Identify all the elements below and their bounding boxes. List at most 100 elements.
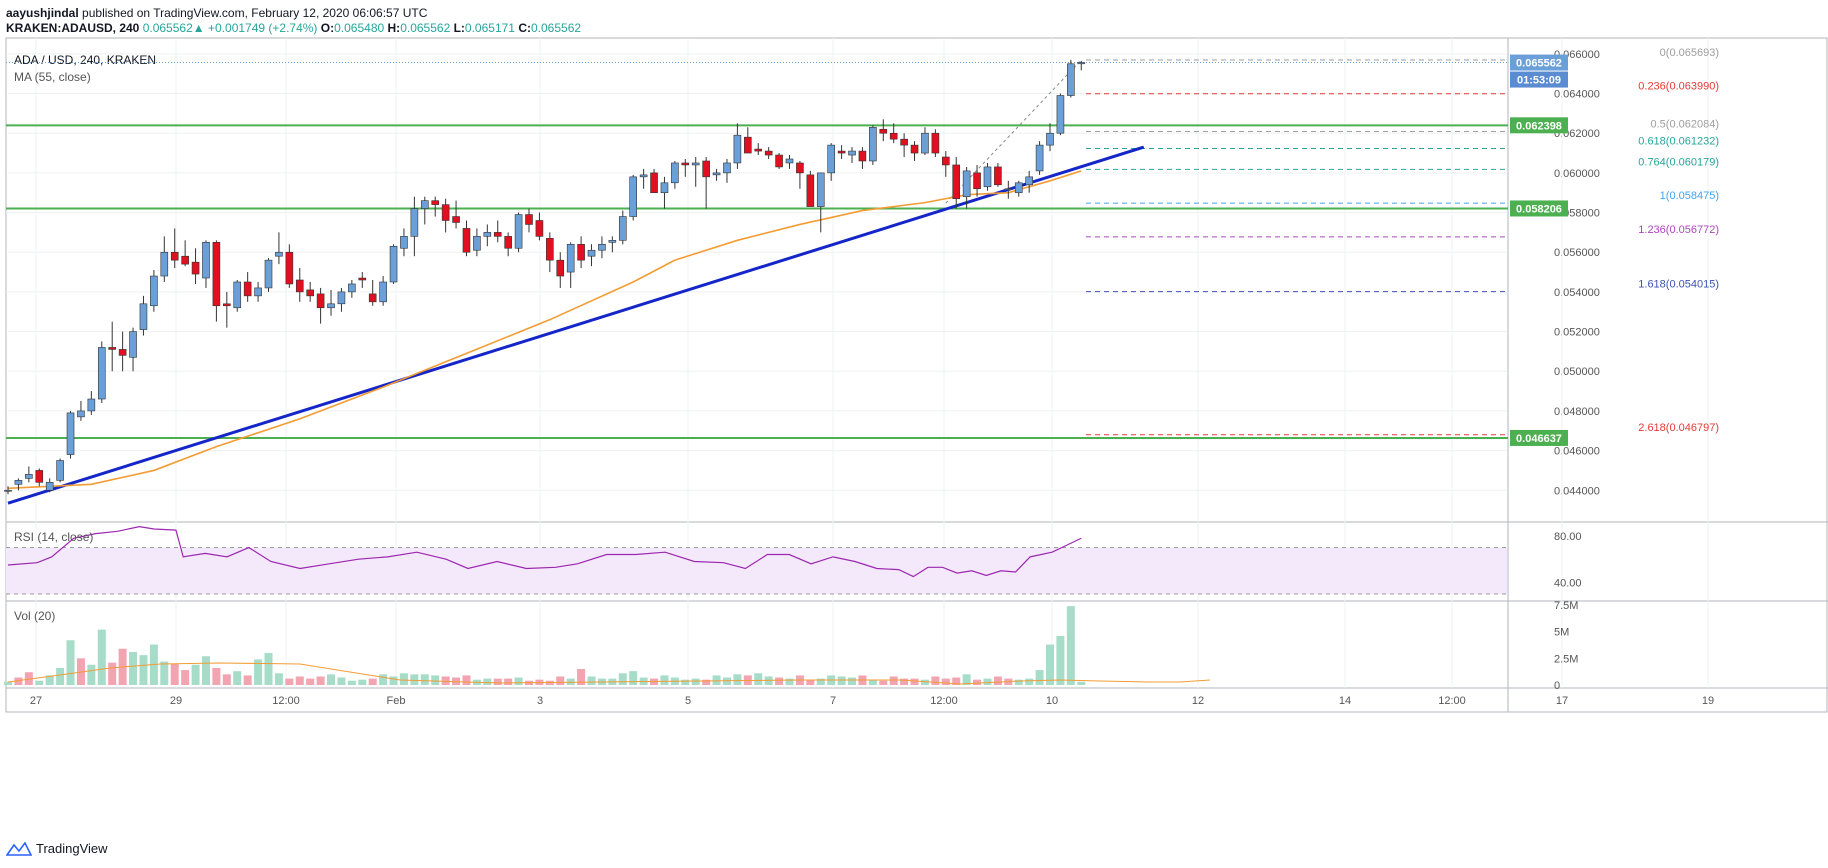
x-tick-label: 12 [1192,695,1204,707]
volume-legend: Vol (20) [14,609,55,623]
chart-title: ADA / USD, 240, KRAKEN [14,53,156,67]
volume-bar [910,678,919,685]
volume-bar [962,674,971,685]
volume-bar [233,671,242,685]
price-badge [1510,54,1568,71]
candle-body [952,164,961,199]
candle-body [608,240,617,243]
volume-bar [441,676,450,685]
tradingview-logo-icon [6,841,32,856]
x-tick-label: 7 [830,695,836,707]
brand-text: TradingView [36,841,108,856]
volume-bar [379,674,388,685]
candle-body [546,238,554,261]
volume-bar [806,679,815,685]
candle-body [348,283,356,293]
candle-body [504,236,512,249]
candle-body [389,245,398,283]
candle-body [910,144,919,154]
candle-body [754,148,763,152]
candle-body [97,347,106,400]
candle-body [983,166,992,188]
volume-bar [785,678,794,685]
volume-bar [483,678,492,685]
volume-bar [56,667,65,685]
candle-body [462,228,471,253]
candle-body [170,251,179,261]
candle-body [775,154,783,168]
rsi-tick-label: 40.00 [1554,577,1582,589]
volume-tick-label: 2.5M [1554,653,1578,665]
volume-bar [1025,678,1034,685]
candle-body [139,303,148,330]
candle-body [744,136,752,154]
candle-body [1025,176,1033,186]
volume-bar [420,674,429,685]
volume-bar [306,678,315,685]
volume-bar [837,676,846,685]
candle-body [275,251,283,257]
price-badge-label: 0.058206 [1516,203,1562,215]
volume-bar [399,673,408,685]
volume-bar [993,676,1002,685]
volume-tick-label: 7.5M [1554,600,1578,612]
y-tick-label: 0.044000 [1554,485,1600,497]
up-triangle-icon: ▲ [192,21,205,35]
volume-bar [191,664,200,685]
candle-body [858,150,867,162]
candle-body [483,232,492,237]
ma-line [7,170,1082,490]
volume-bar [316,676,325,685]
x-tick-label: 27 [30,695,42,707]
footer-brand[interactable]: TradingView [6,841,108,856]
price-change: +0.001749 (+2.74%) [208,21,318,35]
price-badge-label: 0.046637 [1516,433,1562,445]
candle-body [1035,144,1044,172]
volume-bar [212,667,221,685]
x-tick-label: 5 [685,695,691,707]
volume-bar [327,674,336,685]
low-label: L: [453,21,465,35]
volume-bar [816,678,825,685]
volume-bar [285,678,294,685]
volume-bar [24,672,33,685]
candle-body [639,174,648,178]
volume-bar [702,679,711,685]
author-name[interactable]: aayushjindal [6,6,79,20]
volume-bar [1014,679,1023,685]
y-tick-label: 0.060000 [1554,168,1600,180]
candle-body [618,216,627,241]
low-value: 0.065171 [464,21,515,35]
price-badge-label: 0.065562 [1516,58,1562,70]
volume-bar [368,678,377,685]
volume-bar [754,673,763,685]
y-tick-label: 0.050000 [1554,366,1600,378]
volume-bar [660,675,669,685]
candle-body [994,166,1002,186]
y-tick-label: 0.064000 [1554,89,1600,101]
fib-level-label: 0.236(0.063990) [1638,81,1719,93]
symbol-label: KRAKEN:ADAUSD, 240 [6,21,140,35]
candle-body [473,236,481,251]
fib-level-label: 1(0.058475) [1660,190,1719,202]
fib-level-label: 2.618(0.046797) [1638,422,1719,434]
candle-body [358,277,367,281]
volume-bar [629,671,638,685]
candle-body [556,259,565,277]
candle-body [431,200,440,205]
candle-body [660,182,669,194]
candle-body [671,162,679,184]
volume-bar [410,674,419,685]
candle-body [1004,188,1013,191]
volume-bar [243,675,252,685]
volume-bar [1046,644,1054,685]
volume-bar [712,675,721,685]
symbol-summary: KRAKEN:ADAUSD, 240 0.065562▲ +0.001749 (… [6,21,581,35]
price-badge [1510,117,1568,134]
volume-bar [181,670,190,685]
candle-body [4,489,12,492]
volume-bar [868,679,877,685]
volume-bar [201,656,210,685]
candle-body [941,156,950,166]
